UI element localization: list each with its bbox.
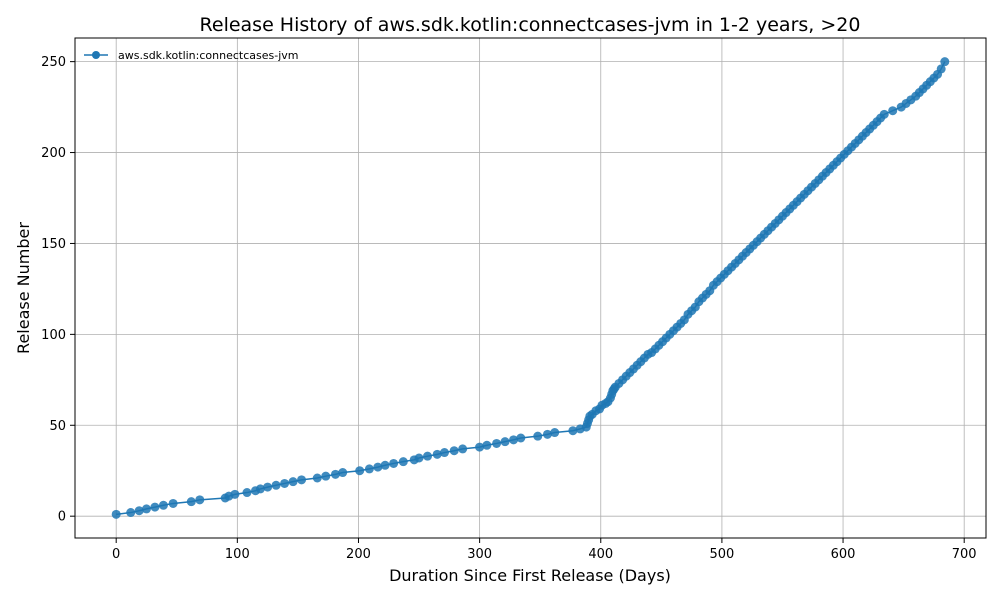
x-axis: 0 100 200 300 400 500 600 700 bbox=[112, 538, 977, 562]
data-point bbox=[500, 437, 510, 447]
data-point bbox=[888, 106, 898, 116]
series-layer bbox=[111, 57, 950, 519]
data-point bbox=[355, 466, 365, 476]
data-point bbox=[230, 489, 240, 499]
data-point bbox=[141, 504, 151, 514]
data-point bbox=[373, 462, 383, 472]
data-point bbox=[414, 453, 424, 463]
x-axis-label: Duration Since First Release (Days) bbox=[389, 566, 671, 585]
y-tick-label: 0 bbox=[58, 510, 66, 525]
legend: aws.sdk.kotlin:connectcases-jvm bbox=[84, 49, 298, 62]
data-point bbox=[288, 477, 298, 487]
data-point bbox=[111, 509, 121, 519]
data-point bbox=[940, 57, 950, 67]
y-tick-label: 200 bbox=[41, 146, 66, 161]
data-point bbox=[398, 457, 408, 467]
data-point bbox=[492, 438, 502, 448]
data-point bbox=[542, 429, 552, 439]
data-point bbox=[321, 471, 331, 481]
y-tick-label: 150 bbox=[41, 237, 66, 252]
grid-lines bbox=[75, 38, 986, 538]
data-point bbox=[242, 488, 252, 498]
data-point bbox=[449, 446, 459, 456]
data-point bbox=[297, 475, 307, 485]
y-tick-label: 50 bbox=[49, 419, 66, 434]
data-point bbox=[482, 440, 492, 450]
data-point bbox=[439, 448, 449, 458]
y-tick-label: 100 bbox=[41, 328, 66, 343]
data-point bbox=[338, 468, 348, 478]
x-tick-label: 300 bbox=[467, 547, 492, 562]
data-point bbox=[879, 109, 889, 119]
plot-frame bbox=[74, 37, 987, 539]
data-point bbox=[312, 473, 322, 483]
y-tick-label: 250 bbox=[41, 55, 66, 70]
data-point bbox=[389, 458, 399, 468]
x-tick-label: 500 bbox=[709, 547, 734, 562]
data-point bbox=[936, 64, 946, 74]
data-point bbox=[255, 484, 265, 494]
data-point bbox=[475, 442, 485, 452]
y-axis-label: Release Number bbox=[14, 222, 33, 354]
data-point bbox=[509, 435, 519, 445]
data-point bbox=[432, 449, 442, 459]
data-point bbox=[423, 451, 433, 461]
x-tick-label: 400 bbox=[588, 547, 613, 562]
y-axis: 0 50 100 150 200 250 bbox=[41, 55, 75, 525]
data-point bbox=[168, 498, 178, 508]
x-tick-label: 600 bbox=[831, 547, 856, 562]
legend-entry-label: aws.sdk.kotlin:connectcases-jvm bbox=[118, 49, 298, 62]
legend-marker-swatch bbox=[92, 51, 100, 59]
data-point bbox=[158, 500, 168, 510]
data-point bbox=[126, 508, 136, 518]
data-point bbox=[330, 469, 340, 479]
data-point bbox=[195, 495, 205, 505]
data-point bbox=[533, 431, 543, 441]
data-point bbox=[458, 444, 468, 454]
data-point bbox=[271, 480, 281, 490]
data-point bbox=[568, 426, 578, 436]
x-tick-label: 700 bbox=[952, 547, 977, 562]
data-point bbox=[134, 506, 144, 516]
data-point bbox=[550, 428, 560, 438]
x-tick-label: 0 bbox=[112, 547, 120, 562]
data-point bbox=[516, 433, 526, 443]
data-point bbox=[186, 497, 196, 507]
data-point bbox=[263, 482, 273, 492]
data-point bbox=[280, 478, 290, 488]
x-tick-label: 100 bbox=[225, 547, 250, 562]
data-point bbox=[364, 464, 374, 474]
chart-title: Release History of aws.sdk.kotlin:connec… bbox=[200, 14, 861, 36]
data-point bbox=[150, 502, 160, 512]
data-point bbox=[380, 460, 390, 470]
x-tick-label: 200 bbox=[346, 547, 371, 562]
